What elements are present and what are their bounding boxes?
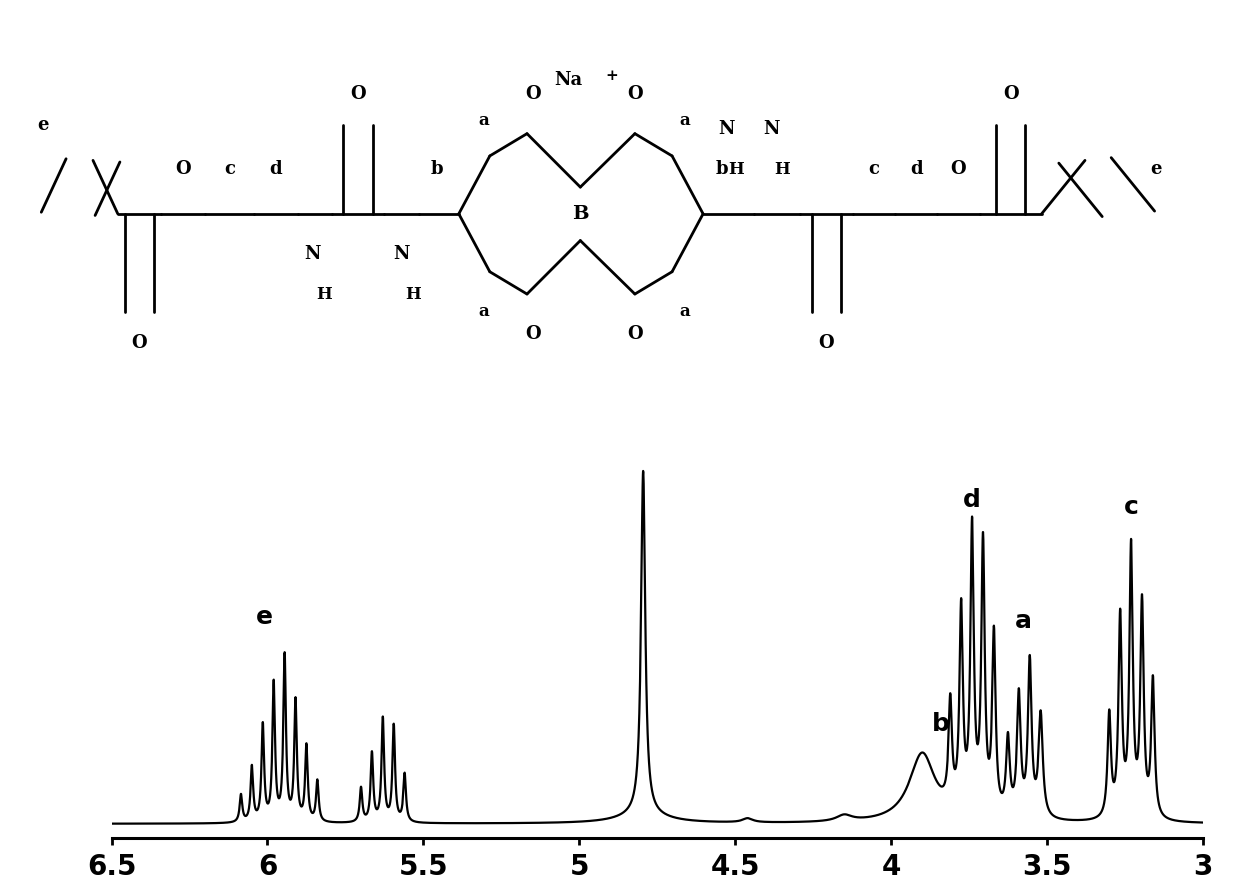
Text: d: d [963,488,981,512]
Text: d: d [910,160,923,178]
Text: N: N [763,120,780,138]
Text: d: d [269,160,283,178]
Text: a: a [680,303,689,321]
Text: e: e [37,116,50,134]
Text: O: O [627,325,642,343]
Text: O: O [951,160,966,178]
Text: H: H [729,160,744,178]
Text: H: H [405,285,420,303]
Text: b: b [715,160,728,178]
Text: O: O [526,85,541,102]
Text: O: O [818,334,835,352]
Text: a: a [1016,609,1032,633]
Text: B: B [572,205,589,223]
Text: O: O [131,334,148,352]
Text: a: a [680,111,689,129]
Text: H: H [775,160,790,178]
Text: N: N [304,245,321,263]
Text: +: + [605,69,618,83]
Text: O: O [1003,85,1018,102]
Text: c: c [224,160,234,178]
Text: O: O [175,160,191,178]
Text: a: a [479,111,489,129]
Text: O: O [351,85,366,102]
Text: c: c [869,160,879,178]
Text: Na: Na [554,71,582,89]
Text: c: c [1123,495,1138,519]
Text: O: O [526,325,541,343]
Text: N: N [393,245,410,263]
Text: N: N [718,120,735,138]
Text: b: b [430,160,443,178]
Text: e: e [1149,160,1162,178]
Text: H: H [316,285,331,303]
Text: O: O [627,85,642,102]
Text: b: b [932,712,950,736]
Text: a: a [479,303,489,321]
Text: e: e [255,605,273,629]
